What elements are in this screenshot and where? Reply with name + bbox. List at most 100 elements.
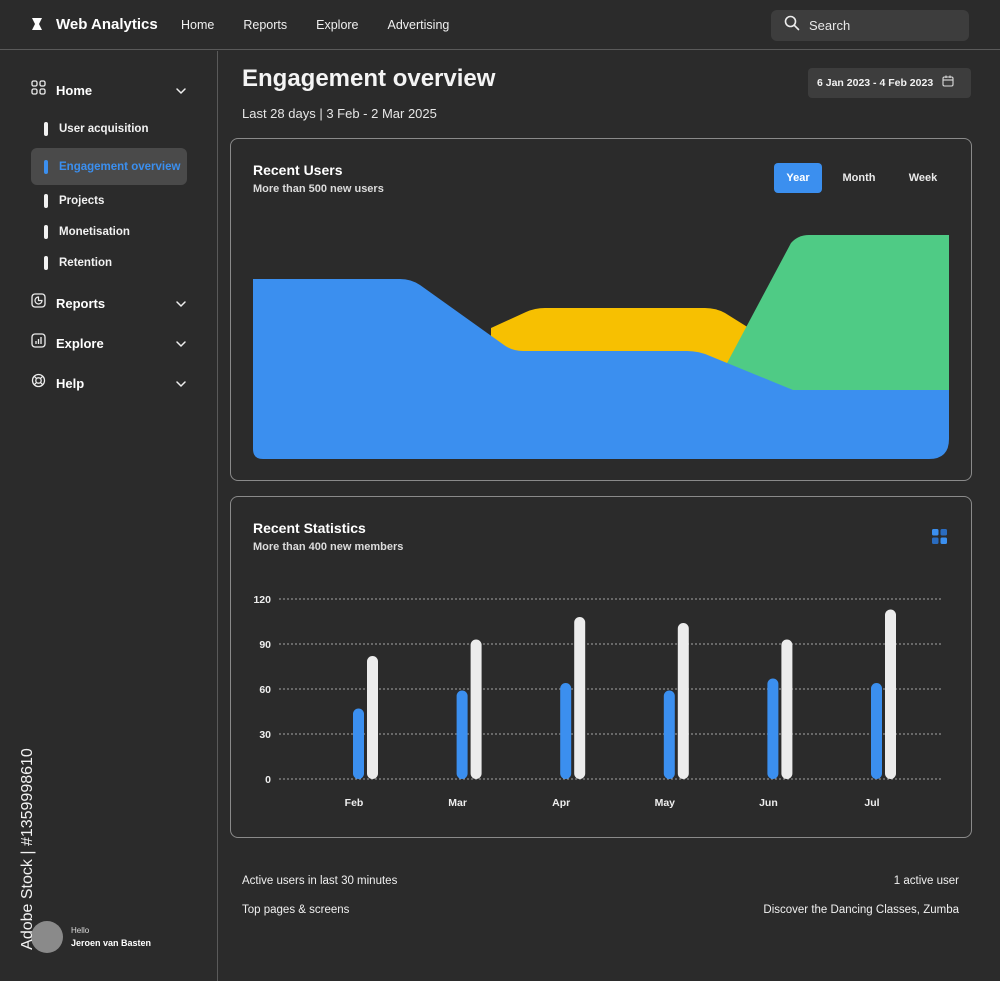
analytics-icon bbox=[31, 333, 46, 353]
lifebuoy-icon bbox=[31, 373, 46, 393]
sidebar-section-reports[interactable]: Reports bbox=[31, 293, 187, 313]
chevron-down-icon[interactable] bbox=[175, 337, 187, 349]
user-name: Jeroen van Basten bbox=[71, 938, 152, 948]
sidebar-section-help[interactable]: Help bbox=[31, 373, 187, 393]
sidebar-item-label: Projects bbox=[59, 195, 105, 207]
bar-blue bbox=[560, 683, 572, 779]
tab-week[interactable]: Week bbox=[908, 172, 938, 184]
stat-row-active-users: Active users in last 30 minutes 1 active… bbox=[242, 875, 959, 887]
y-tick-label: 120 bbox=[253, 594, 271, 606]
watermark: Adobe Stock | #1359998610 bbox=[13, 735, 36, 965]
sidebar-section-label: Help bbox=[56, 375, 85, 391]
bar-blue bbox=[353, 708, 364, 779]
card-subtitle: More than 400 new members bbox=[253, 541, 404, 553]
bar-white bbox=[470, 639, 482, 779]
grid-icon bbox=[31, 80, 46, 100]
x-tick-label: Apr bbox=[552, 797, 570, 809]
sidebar-item-label: Retention bbox=[59, 257, 113, 269]
item-marker bbox=[44, 225, 48, 239]
y-tick-label: 30 bbox=[259, 729, 271, 741]
sidebar-item-user-acquisition[interactable]: User acquisition bbox=[31, 116, 187, 142]
item-marker bbox=[44, 122, 48, 136]
x-tick-label: Mar bbox=[448, 797, 467, 809]
stat-row-top-pages: Top pages & screens Discover the Dancing… bbox=[242, 904, 959, 916]
sidebar-section-home[interactable]: Home bbox=[31, 80, 187, 100]
bar-white bbox=[367, 656, 378, 779]
user-text: Hello Jeroen van Basten bbox=[71, 926, 151, 948]
watermark-text: Adobe Stock | #1359998610 bbox=[19, 748, 36, 950]
chevron-down-icon[interactable] bbox=[175, 377, 187, 389]
avatar bbox=[31, 921, 63, 953]
calendar-icon bbox=[942, 74, 954, 92]
sidebar-item-engagement-overview[interactable]: Engagement overview bbox=[31, 148, 187, 185]
sidebar-item-projects[interactable]: Projects bbox=[31, 188, 187, 214]
card-subtitle: More than 500 new users bbox=[253, 183, 384, 195]
tab-month[interactable]: Month bbox=[842, 172, 876, 184]
item-marker bbox=[44, 159, 48, 174]
stat-value: Discover the Dancing Classes, Zumba bbox=[763, 904, 959, 916]
pie-chart-icon bbox=[31, 293, 46, 313]
sidebar-item-monetisation[interactable]: Monetisation bbox=[31, 219, 187, 245]
y-tick-label: 90 bbox=[259, 639, 271, 651]
y-tick-label: 60 bbox=[259, 684, 271, 696]
area-green bbox=[726, 235, 949, 393]
bar-white bbox=[574, 617, 586, 779]
dashboard-icon[interactable] bbox=[931, 528, 948, 545]
sidebar-section-explore[interactable]: Explore bbox=[31, 333, 187, 353]
topnav-advertising[interactable]: Advertising bbox=[387, 18, 450, 32]
recent-users-card: Recent Users More than 500 new users Yea… bbox=[230, 138, 972, 481]
sidebar-item-label: Monetisation bbox=[59, 226, 130, 238]
sidebar-item-label: User acquisition bbox=[59, 123, 149, 135]
search-icon bbox=[784, 15, 800, 36]
topnav-home[interactable]: Home bbox=[181, 18, 215, 32]
y-tick-label: 0 bbox=[265, 774, 271, 786]
stat-label: Active users in last 30 minutes bbox=[242, 875, 398, 887]
chevron-down-icon[interactable] bbox=[175, 84, 187, 96]
date-range-picker[interactable]: 6 Jan 2023 - 4 Feb 2023 bbox=[808, 68, 971, 98]
topnav-explore[interactable]: Explore bbox=[316, 18, 359, 32]
item-marker bbox=[44, 194, 48, 208]
period-toggle: Year Month Week bbox=[774, 163, 954, 193]
sidebar: Home User acquisition Engagement overvie… bbox=[0, 51, 218, 981]
sidebar-item-retention[interactable]: Retention bbox=[31, 250, 187, 276]
bar-white bbox=[677, 623, 689, 779]
recent-statistics-bar-chart: 0 30 60 90 120 Feb Mar Apr May Jun Jul bbox=[253, 594, 943, 809]
topnav-reports[interactable]: Reports bbox=[243, 18, 288, 32]
bar-blue bbox=[663, 690, 675, 779]
x-tick-label: Feb bbox=[345, 797, 364, 809]
tab-year[interactable]: Year bbox=[774, 163, 822, 193]
card-title: Recent Statistics bbox=[253, 520, 366, 536]
bar-blue bbox=[871, 683, 882, 779]
top-nav: Home Reports Explore Advertising bbox=[181, 18, 478, 32]
x-tick-label: Jun bbox=[759, 797, 778, 809]
brand-name: Web Analytics bbox=[56, 15, 158, 33]
logo-icon bbox=[30, 15, 44, 33]
bar-white bbox=[885, 609, 896, 779]
page-subtitle: Last 28 days | 3 Feb - 2 Mar 2025 bbox=[242, 106, 437, 121]
x-tick-label: May bbox=[655, 797, 676, 809]
recent-users-area-chart bbox=[253, 235, 949, 459]
sidebar-section-label: Reports bbox=[56, 295, 106, 311]
user-greeting: Hello bbox=[71, 926, 90, 935]
stat-label: Top pages & screens bbox=[242, 904, 350, 916]
bar-blue bbox=[456, 690, 468, 779]
date-range-text: 6 Jan 2023 - 4 Feb 2023 bbox=[817, 77, 934, 89]
search-placeholder: Search bbox=[809, 18, 851, 33]
stat-value: 1 active user bbox=[893, 875, 959, 887]
page-title: Engagement overview bbox=[242, 65, 496, 92]
sidebar-section-label: Explore bbox=[56, 335, 104, 351]
top-bar: Web Analytics Home Reports Explore Adver… bbox=[0, 0, 1000, 50]
search-input[interactable]: Search bbox=[771, 10, 969, 41]
card-title: Recent Users bbox=[253, 162, 343, 178]
bar-white bbox=[781, 639, 793, 779]
area-blue bbox=[253, 279, 949, 459]
item-marker bbox=[44, 256, 48, 270]
sidebar-item-label: Engagement overview bbox=[59, 160, 181, 173]
brand[interactable]: Web Analytics bbox=[30, 15, 158, 33]
user-profile[interactable]: Hello Jeroen van Basten bbox=[31, 921, 151, 953]
bar-blue bbox=[767, 678, 779, 779]
chevron-down-icon[interactable] bbox=[175, 297, 187, 309]
recent-statistics-card: Recent Statistics More than 400 new memb… bbox=[230, 496, 972, 838]
x-tick-label: Jul bbox=[864, 797, 879, 809]
sidebar-section-label: Home bbox=[56, 82, 93, 98]
